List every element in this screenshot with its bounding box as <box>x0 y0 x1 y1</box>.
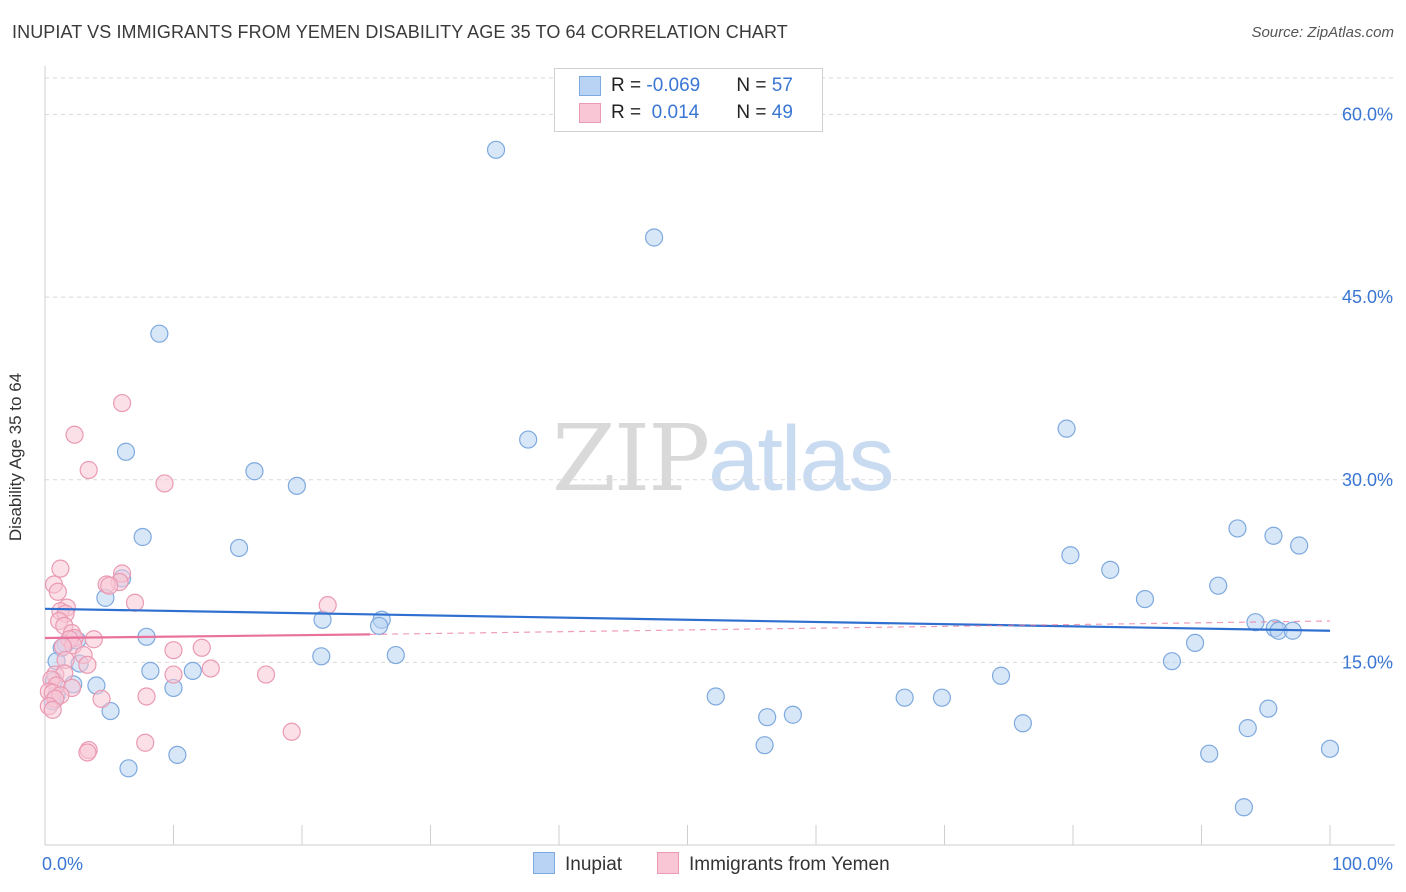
data-point-inupiat <box>168 745 187 765</box>
data-point-yemen <box>112 393 132 413</box>
bottom-legend-label: Inupiat <box>565 854 623 875</box>
data-point-inupiat <box>287 476 306 495</box>
chart-title: INUPIAT VS IMMIGRANTS FROM YEMEN DISABIL… <box>12 22 788 42</box>
data-point-yemen <box>256 665 276 684</box>
watermark-zip: ZIP <box>552 405 710 512</box>
data-point-inupiat <box>1320 739 1340 758</box>
legend-r-value: 0.014 <box>646 102 700 123</box>
data-point-inupiat <box>991 666 1011 685</box>
y-tick-label: 45.0% <box>1342 287 1393 307</box>
data-point-inupiat <box>1101 560 1120 579</box>
data-point-inupiat <box>519 430 538 449</box>
watermark: ZIPatlas <box>552 405 895 512</box>
legend-r-label: R = <box>611 75 647 96</box>
legend-swatch-inupiat <box>579 75 601 96</box>
data-point-inupiat <box>133 527 152 547</box>
bottom-legend-yemen: Immigrants from Yemen <box>657 852 890 876</box>
legend-n-label: N = <box>736 102 772 123</box>
data-point-yemen <box>192 638 211 657</box>
data-point-yemen <box>78 743 97 762</box>
data-point-inupiat <box>1259 699 1278 718</box>
y-axis-label: Disability Age 35 to 64 <box>6 372 25 542</box>
data-point-inupiat <box>706 687 725 706</box>
data-point-inupiat <box>1057 419 1076 438</box>
data-point-inupiat <box>183 661 202 681</box>
data-point-inupiat <box>119 759 138 778</box>
data-point-yemen <box>78 655 97 674</box>
data-point-inupiat <box>229 538 249 558</box>
series-inupiat <box>43 140 1340 817</box>
data-point-inupiat <box>783 705 802 724</box>
bottom-legend-swatch-yemen <box>657 852 679 874</box>
data-point-yemen <box>282 722 301 741</box>
data-point-inupiat <box>1162 652 1182 671</box>
data-point-inupiat <box>150 324 169 343</box>
data-point-yemen <box>51 559 70 578</box>
data-point-inupiat <box>755 736 774 755</box>
legend-row-inupiat: R = -0.069 N = 57 <box>579 75 793 99</box>
data-point-yemen <box>43 700 62 719</box>
data-point-inupiat <box>370 616 389 635</box>
data-point-inupiat <box>386 645 405 665</box>
data-point-inupiat <box>1228 519 1247 538</box>
legend-n-label: N = <box>736 75 772 96</box>
data-point-yemen <box>137 687 156 706</box>
legend-r-label: R = <box>611 102 647 123</box>
data-point-inupiat <box>1290 536 1309 555</box>
data-point-inupiat <box>1234 798 1254 817</box>
data-point-yemen <box>84 630 103 649</box>
data-point-inupiat <box>245 462 264 481</box>
data-point-yemen <box>164 665 183 684</box>
bottom-legend-swatch-inupiat <box>533 852 555 874</box>
trend-line-yemen <box>44 633 371 640</box>
data-point-yemen <box>201 659 220 678</box>
data-point-inupiat <box>1061 546 1080 565</box>
data-point-inupiat <box>932 688 952 707</box>
data-point-yemen <box>164 641 183 660</box>
data-point-yemen <box>125 593 145 612</box>
data-point-inupiat <box>895 688 914 707</box>
y-tick-label: 15.0% <box>1342 652 1393 672</box>
data-point-yemen <box>65 425 84 444</box>
x-tick-label: 100.0% <box>1332 854 1393 874</box>
legend-n-value: 57 <box>771 75 793 96</box>
data-point-inupiat <box>1013 714 1032 733</box>
trend-line-extension-yemen <box>370 620 1331 635</box>
data-point-yemen <box>136 733 155 752</box>
data-point-inupiat <box>1200 744 1219 763</box>
data-point-yemen <box>79 460 98 480</box>
data-point-yemen <box>100 576 119 595</box>
y-tick-label: 60.0% <box>1342 105 1393 125</box>
data-point-inupiat <box>1238 719 1257 738</box>
data-point-yemen <box>48 582 67 601</box>
legend-swatch-yemen <box>579 102 601 123</box>
data-point-inupiat <box>1264 526 1283 545</box>
data-point-inupiat <box>312 647 331 666</box>
data-point-inupiat <box>141 661 160 681</box>
data-point-yemen <box>318 596 337 615</box>
legend-r-value: -0.069 <box>646 75 701 96</box>
y-tick-label: 30.0% <box>1342 470 1393 490</box>
series-yemen <box>39 393 337 762</box>
data-point-inupiat <box>1135 589 1155 609</box>
data-point-inupiat <box>758 708 777 727</box>
data-point-inupiat <box>1185 633 1205 653</box>
data-point-inupiat <box>1209 576 1228 595</box>
data-point-inupiat <box>101 701 120 721</box>
data-point-inupiat <box>644 228 664 247</box>
legend-n-value: 49 <box>771 102 793 123</box>
correlation-legend: R = -0.069 N = 57 R = 0.014 N = 49 <box>554 68 823 132</box>
data-point-yemen <box>92 689 111 709</box>
source-label: Source: ZipAtlas.com <box>1251 24 1394 41</box>
data-point-inupiat <box>116 442 136 461</box>
data-point-yemen <box>155 474 174 493</box>
legend-row-yemen: R = 0.014 N = 49 <box>579 102 793 126</box>
data-point-inupiat <box>486 140 506 159</box>
bottom-legend-label: Immigrants from Yemen <box>689 854 890 875</box>
x-tick-label: 0.0% <box>42 854 83 874</box>
trend-line-inupiat <box>44 607 1331 632</box>
watermark-atlas: atlas <box>708 408 894 510</box>
bottom-legend-inupiat: Inupiat <box>533 852 622 876</box>
